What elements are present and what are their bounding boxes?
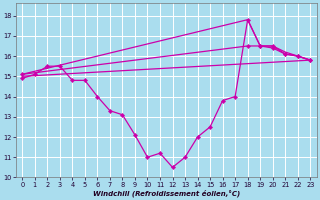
X-axis label: Windchill (Refroidissement éolien,°C): Windchill (Refroidissement éolien,°C): [93, 189, 240, 197]
